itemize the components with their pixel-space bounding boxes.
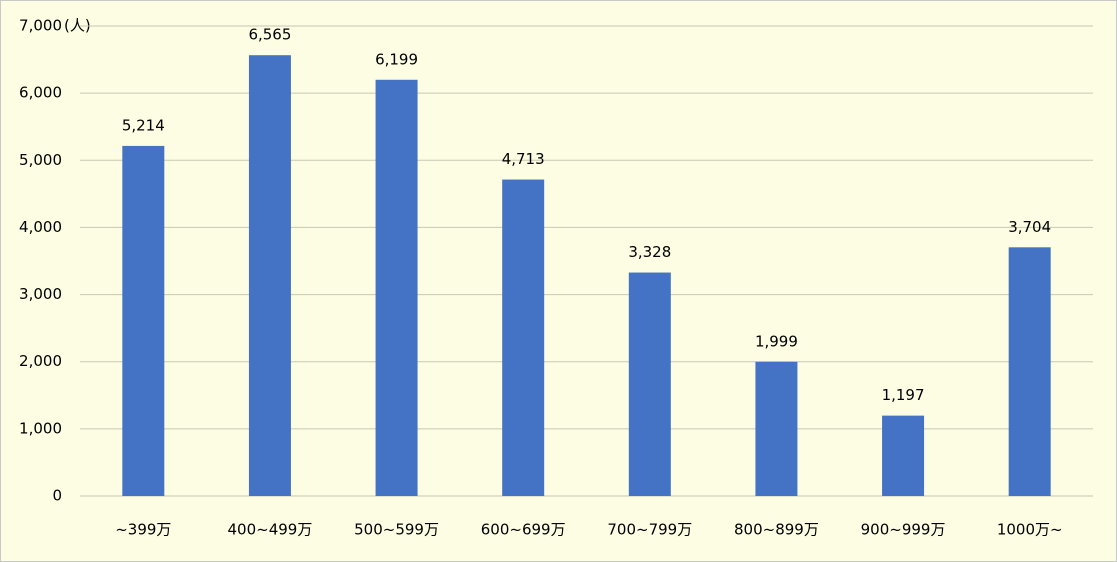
- x-tick-label: 600~699万: [481, 521, 566, 539]
- y-tick-label: 6,000: [19, 84, 62, 102]
- value-label: 6,199: [375, 50, 418, 68]
- x-tick-label: ~399万: [115, 521, 171, 539]
- value-label: 1,999: [755, 332, 798, 350]
- value-label: 1,197: [882, 386, 925, 404]
- bar: [375, 79, 418, 496]
- value-label: 3,328: [628, 243, 671, 261]
- bar: [1008, 247, 1051, 496]
- value-label: 6,565: [248, 26, 291, 44]
- y-tick-label: 1,000: [19, 419, 62, 437]
- y-tick-label: 0: [52, 487, 62, 505]
- bar: [248, 55, 291, 496]
- x-tick-label: 1000万~: [997, 521, 1063, 539]
- x-tick-label: 500~599万: [354, 521, 439, 539]
- bar: [628, 272, 671, 496]
- y-tick-label: 3,000: [19, 285, 62, 303]
- x-tick-label: 700~799万: [607, 521, 692, 539]
- value-label: 4,713: [502, 150, 545, 168]
- y-tick-label: 4,000: [19, 218, 62, 236]
- value-label: 5,214: [122, 116, 165, 134]
- bar: [755, 361, 798, 496]
- x-tick-label: 400~499万: [228, 521, 313, 539]
- y-tick-label: 2,000: [19, 352, 62, 370]
- value-label: 3,704: [1008, 218, 1051, 236]
- unit-label: (人): [64, 17, 91, 35]
- bar: [502, 179, 545, 496]
- y-tick-label: 7,000: [19, 17, 62, 35]
- bar: [122, 145, 165, 496]
- x-tick-label: 900~999万: [861, 521, 946, 539]
- x-tick-label: 800~899万: [734, 521, 819, 539]
- bar: [882, 415, 925, 496]
- y-tick-label: 5,000: [19, 151, 62, 169]
